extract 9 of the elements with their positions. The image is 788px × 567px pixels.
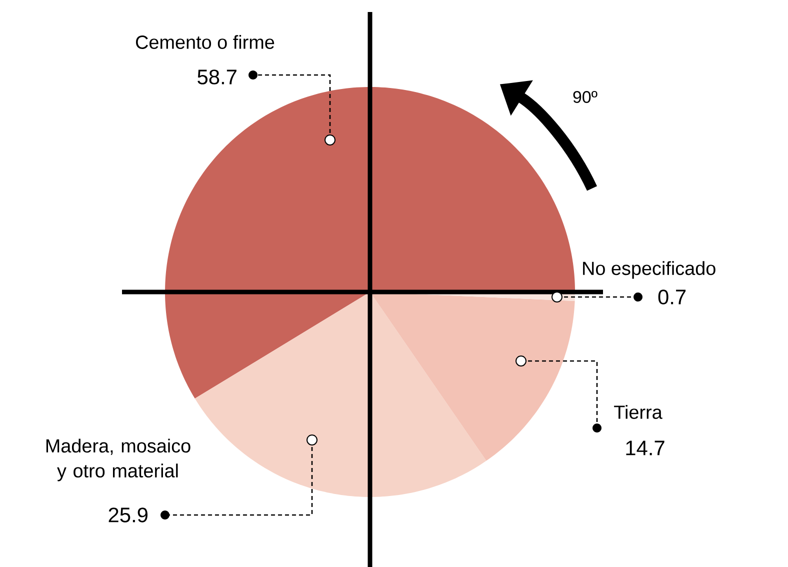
- data-label: 14.7: [626, 440, 664, 456]
- slice-label: Madera, mosaico y otro material: [46, 438, 190, 482]
- text: 90º: [573, 90, 598, 103]
- data-label: 25.9: [108, 508, 148, 522]
- slice-label: Cemento o firme: [136, 35, 274, 49]
- data-label: 58.7: [198, 70, 236, 84]
- slice-label: No especificado: [583, 261, 716, 279]
- slice-label: Tierra: [614, 405, 662, 419]
- data-label: 0.7: [658, 290, 686, 304]
